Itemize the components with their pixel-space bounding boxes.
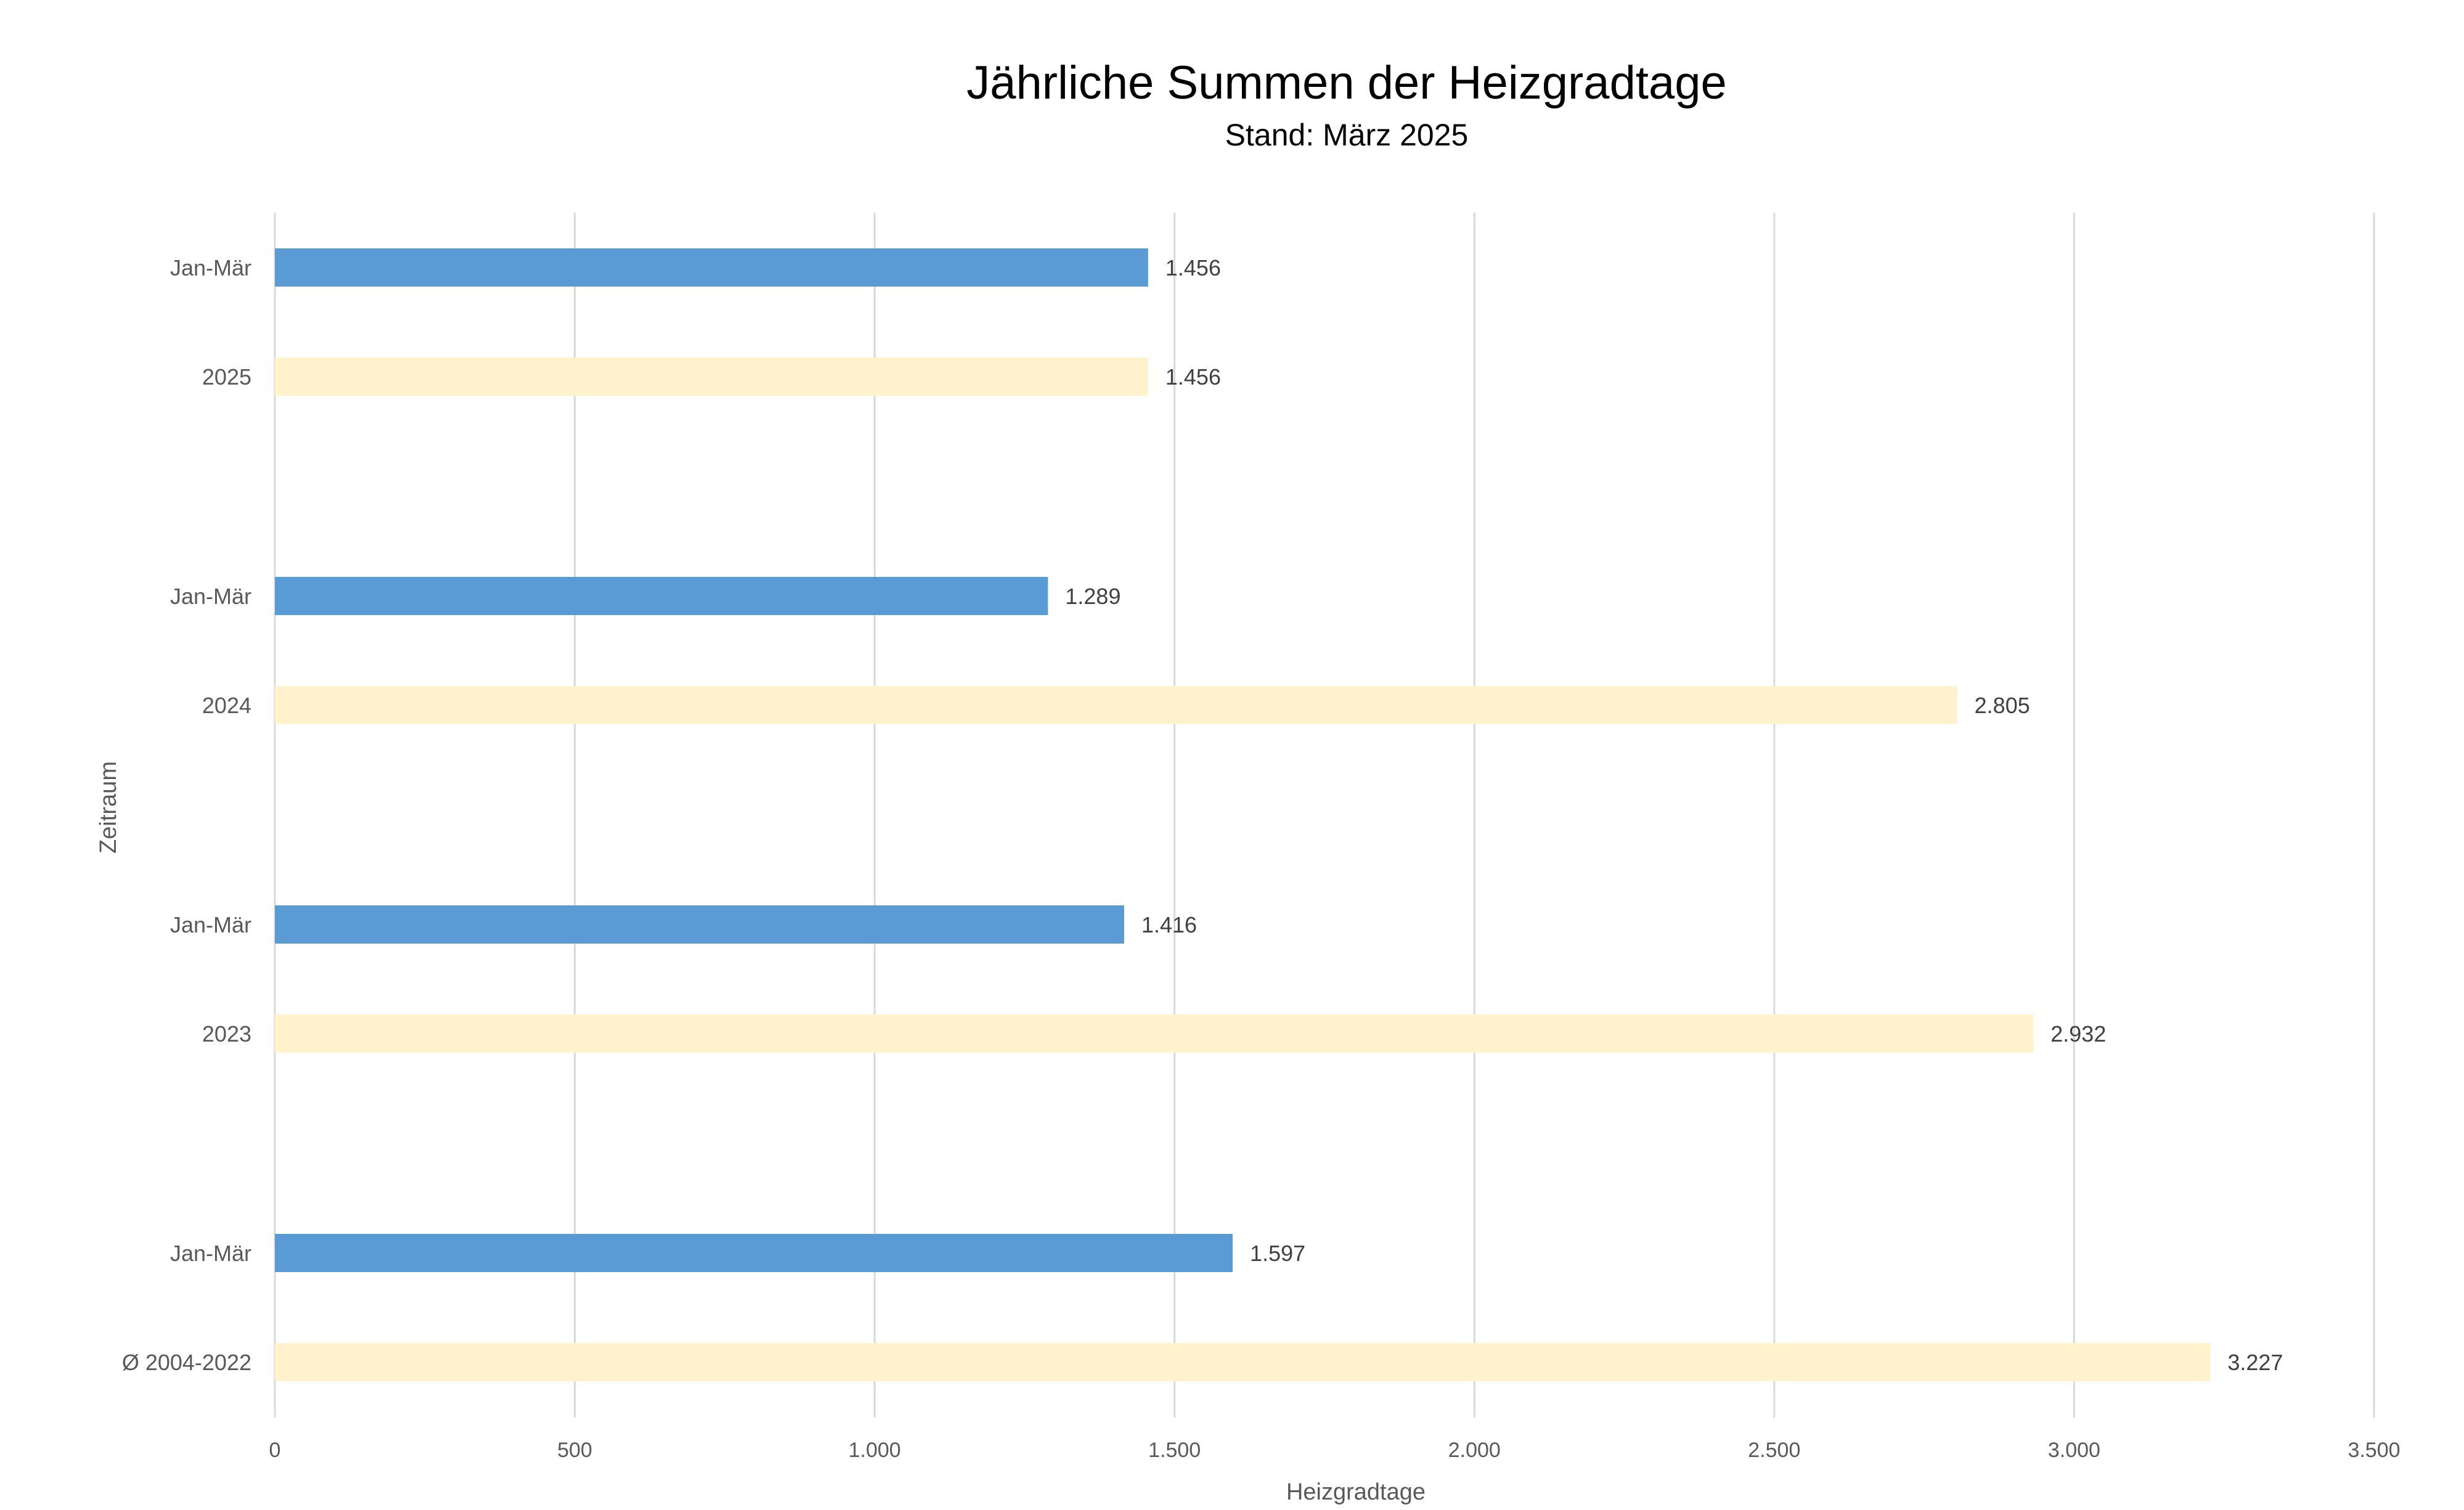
x-tick-label: 3.500 <box>2348 1439 2400 1462</box>
x-tick-label: 0 <box>269 1439 281 1462</box>
x-tick-label: 500 <box>557 1439 592 1462</box>
bar <box>275 1343 2211 1381</box>
x-axis-title: Heizgradtage <box>1286 1479 1426 1505</box>
data-labels: 1.456 1.456 1.289 2.805 1.416 2.932 1.597 3.227 <box>1065 255 2283 1375</box>
category-label: 2023 <box>202 1021 251 1047</box>
data-label: 2.932 <box>2050 1021 2106 1047</box>
x-tick-label: 3.000 <box>2048 1439 2100 1462</box>
x-tick-labels: 0 500 1.000 1.500 2.000 2.500 3.000 3.500 <box>269 1439 2401 1462</box>
x-tick-label: 2.500 <box>1748 1439 1800 1462</box>
gridlines <box>274 213 2375 1418</box>
bar <box>275 1234 1233 1272</box>
y-axis-title: Zeitraum <box>96 761 121 854</box>
chart-subtitle: Stand: März 2025 <box>1225 118 1469 152</box>
x-tick-label: 1.000 <box>849 1439 901 1462</box>
data-label: 1.456 <box>1165 255 1221 280</box>
category-label: Jan-Mär <box>170 1241 251 1266</box>
category-labels: Jan-Mär 2025 Jan-Mär 2024 Jan-Mär 2023 Jan-Mär… <box>122 255 251 1375</box>
bar <box>275 357 1148 396</box>
bar <box>275 905 1124 944</box>
bar <box>275 577 1048 615</box>
category-label: Jan-Mär <box>170 912 251 937</box>
bar <box>275 1014 2034 1053</box>
category-label: Jan-Mär <box>170 584 251 609</box>
category-label: Ø 2004-2022 <box>122 1350 251 1375</box>
data-label: 1.289 <box>1065 584 1120 609</box>
data-label: 2.805 <box>1975 693 2030 718</box>
data-label: 1.456 <box>1165 364 1221 390</box>
data-label: 1.597 <box>1250 1241 1305 1266</box>
bar <box>275 686 1957 724</box>
bars <box>275 248 2211 1381</box>
category-label: Jan-Mär <box>170 255 251 280</box>
bar <box>275 248 1148 287</box>
chart-title: Jährliche Summen der Heizgradtage <box>966 57 1727 109</box>
x-tick-label: 1.500 <box>1148 1439 1201 1462</box>
category-label: 2024 <box>202 693 251 718</box>
category-label: 2025 <box>202 364 251 390</box>
data-label: 3.227 <box>2227 1350 2283 1375</box>
data-label: 1.416 <box>1141 912 1197 937</box>
x-tick-label: 2.000 <box>1448 1439 1501 1462</box>
